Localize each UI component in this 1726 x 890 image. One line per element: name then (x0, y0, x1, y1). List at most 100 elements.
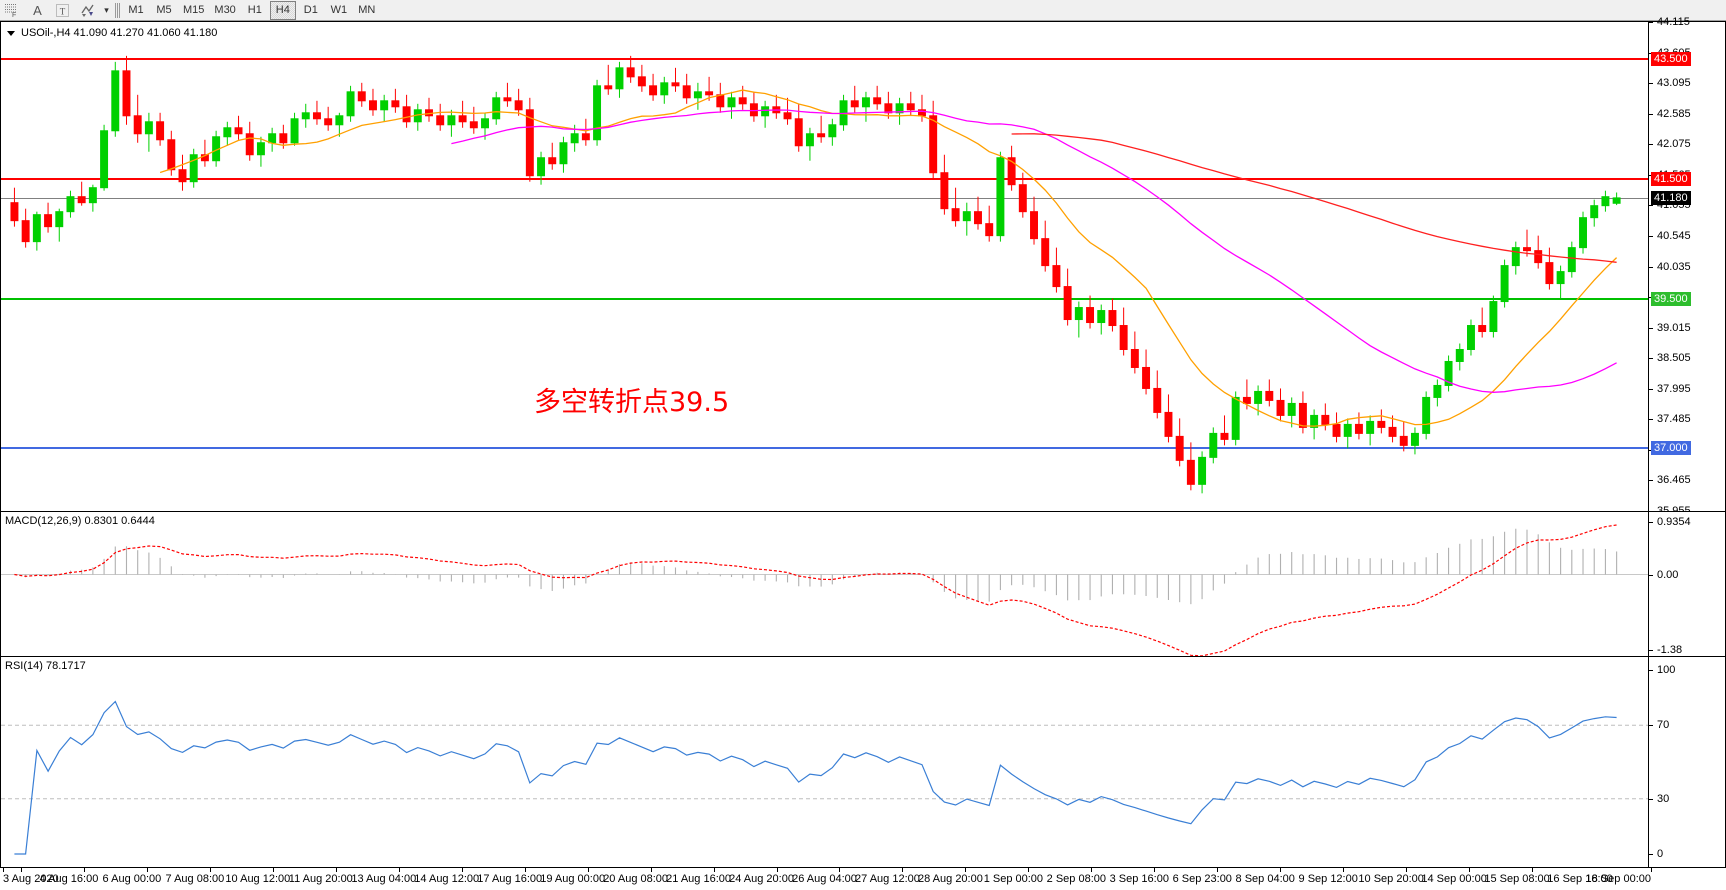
time-axis-tick (965, 868, 967, 872)
price-axis-label: 42.075 (1657, 138, 1691, 151)
axis-tick (1649, 522, 1653, 523)
tab-timeframe-mn[interactable]: MN (354, 1, 380, 20)
time-axis-tick (1532, 868, 1534, 872)
time-axis-tick (1280, 868, 1282, 872)
current-price-41180[interactable]: 41.180 (1651, 190, 1691, 205)
price-axis-label: 44.115 (1657, 16, 1690, 28)
tab-timeframe-m5[interactable]: M5 (151, 1, 177, 20)
rsi-axis[interactable]: 100 70 30 0 (1648, 657, 1725, 867)
time-axis-tick (398, 868, 400, 872)
time-axis-tick (1651, 868, 1652, 872)
time-axis-tick (272, 868, 274, 872)
time-axis-label: 4 Aug 16:00 (39, 873, 99, 885)
crosshair-f-icon[interactable]: F (0, 1, 25, 20)
text-a-icon[interactable]: A (33, 2, 42, 18)
time-axis-label: 20 Aug 08:00 (603, 873, 669, 885)
price-axis-label: 43.095 (1657, 77, 1691, 90)
macd-axis-label: -1.38 (1657, 644, 1683, 656)
chevron-down-icon[interactable]: ▾ (100, 1, 113, 20)
time-axis-label: 24 Aug 20:00 (729, 873, 794, 885)
tab-timeframe-h4[interactable]: H4 (269, 0, 296, 20)
time-axis-label: 9 Sep 12:00 (1298, 873, 1358, 885)
toolbar-drag-handle[interactable] (113, 1, 122, 20)
rsi-axis-label: 0 (1657, 848, 1664, 860)
macd-plot[interactable] (1, 512, 1648, 656)
resistance-level-43500[interactable]: 43.500 (1651, 51, 1691, 66)
tab-timeframe-m1[interactable]: M1 (123, 1, 149, 20)
tab-timeframe-d1[interactable]: D1 (298, 1, 324, 20)
dropdown-caret: ▾ (104, 4, 109, 15)
axis-tick (1649, 358, 1653, 360)
objects-icon[interactable] (75, 1, 100, 20)
price-axis-label: 37.485 (1657, 413, 1691, 426)
tab-timeframe-h1[interactable]: H1 (242, 1, 268, 20)
symbol-header: USOil-,H4 41.090 41.270 41.060 41.180 (7, 27, 217, 39)
time-axis-tick (1469, 868, 1471, 872)
time-axis-label: 10 Aug 12:00 (225, 873, 291, 885)
price-axis-label: 38.505 (1657, 352, 1691, 365)
time-axis-label: 26 Aug 04:00 (792, 873, 857, 885)
tab-timeframe-w1[interactable]: W1 (326, 1, 352, 20)
level-line-41180[interactable] (1, 197, 1648, 199)
time-axis-label: 3 Aug 2020 (3, 873, 59, 885)
price-axis[interactable]: 44.11543.60543.09542.58542.07541.56541.0… (1648, 16, 1725, 517)
tab-timeframe-m15[interactable]: M15 (179, 1, 208, 20)
time-axis-tick (776, 868, 778, 872)
axis-tick (1649, 83, 1653, 85)
time-axis-tick (524, 868, 526, 872)
rsi-axis-label: 70 (1657, 719, 1670, 732)
tf-label: M15 (183, 4, 205, 16)
rsi-plot[interactable] (1, 657, 1648, 867)
time-axis-label: 28 Aug 20:00 (918, 873, 983, 885)
time-axis-tick (83, 868, 85, 872)
rsi-line (14, 700, 1617, 855)
tf-label: H1 (247, 4, 262, 16)
time-axis-label: 21 Aug 16:00 (666, 873, 731, 885)
candlestick-series (10, 55, 1621, 494)
price-axis-label: 42.585 (1657, 107, 1691, 120)
macd-pane[interactable]: MACD(12,26,9) 0.8301 0.6444 0.9354 0.00 -1… (0, 511, 1726, 657)
price-plot[interactable] (1, 22, 1648, 511)
macd-axis[interactable]: 0.9354 0.00 -1.38 (1648, 512, 1725, 656)
svg-text:T: T (60, 6, 66, 16)
chevron-down-icon[interactable] (7, 30, 15, 36)
time-axis-tick (1154, 868, 1156, 872)
time-axis-tick (1343, 868, 1345, 872)
tf-label: H4 (275, 4, 290, 16)
price-pane[interactable]: USOil-,H4 41.090 41.270 41.060 41.180 44… (0, 16, 1726, 517)
rsi-pane[interactable]: RSI(14) 78.1717 100 70 30 0 (0, 656, 1726, 868)
chart-annotation: 多空转折点39.5 (534, 387, 730, 418)
macd-header: MACD(12,26,9) 0.8301 0.6444 (5, 515, 155, 527)
axis-tick (1649, 670, 1653, 671)
time-axis-label: 27 Aug 12:00 (855, 873, 920, 885)
axis-tick (1649, 388, 1653, 390)
level-line-39500[interactable] (1, 297, 1648, 300)
level-line-41500[interactable] (1, 177, 1648, 180)
ma-overlay-1 (451, 109, 1617, 393)
time-axis-tick (20, 868, 22, 872)
ma-overlay-2 (1011, 133, 1617, 263)
level-line-37000[interactable] (1, 447, 1648, 450)
time-axis-label: 13 Aug 04:00 (351, 873, 417, 885)
ma-overlay-0 (159, 89, 1618, 427)
main-toolbar: F A T ▾ M1 M5 M15 M30 H1 H4 D1 W1 MN (0, 0, 1726, 21)
price-axis-label: 37.995 (1657, 382, 1691, 395)
axis-tick (1649, 22, 1653, 23)
chart-area[interactable]: USOil-,H4 41.090 41.270 41.060 41.180 44… (0, 16, 1726, 890)
time-axis-tick (587, 868, 589, 872)
time-axis-label: 17 Aug 16:00 (477, 873, 543, 885)
resistance-level-41500[interactable]: 41.500 (1651, 171, 1691, 186)
level-line-43500[interactable] (1, 57, 1648, 60)
time-axis-tick (713, 868, 715, 872)
support-level-39500[interactable]: 39.500 (1651, 291, 1691, 306)
time-axis-label: 16 Sep 16:00 (1547, 873, 1613, 885)
price-axis-label: 36.465 (1657, 474, 1691, 487)
text-label-icon[interactable]: T (50, 1, 75, 20)
time-axis-label: 8 Sep 04:00 (1235, 873, 1295, 885)
tab-timeframe-m30[interactable]: M30 (210, 1, 239, 20)
rsi-axis-label: 30 (1657, 792, 1670, 805)
axis-tick (1649, 266, 1653, 268)
time-axis[interactable]: 3 Aug 2020 4 Aug 16:00 6 Aug 00:00 7 Aug 08… (0, 867, 1726, 890)
support-level-37000[interactable]: 37.000 (1651, 441, 1691, 456)
rsi-header: RSI(14) 78.1717 (5, 660, 86, 672)
